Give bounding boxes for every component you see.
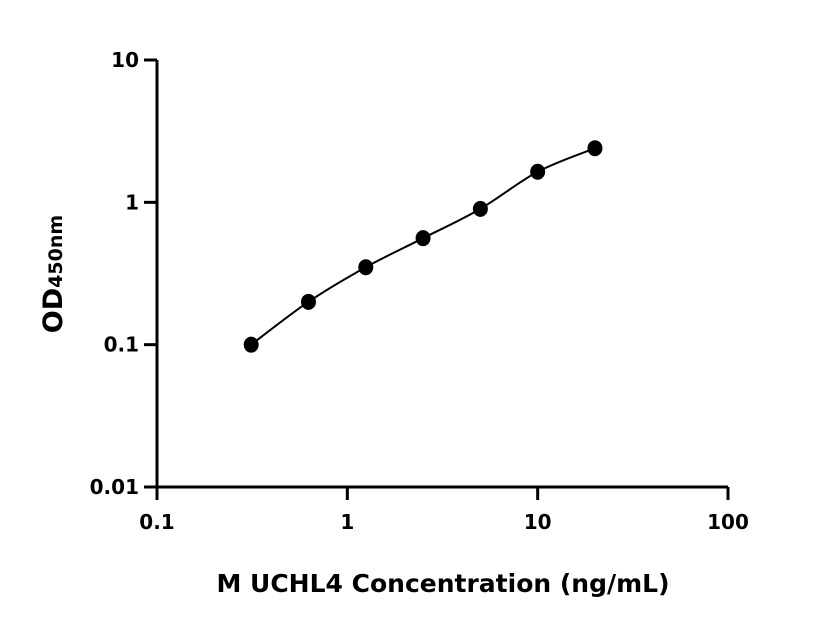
y-tick-label: 1 [125, 190, 139, 214]
y-axis-label-main: OD [38, 288, 69, 333]
data-point [587, 140, 603, 157]
x-tick-label: 100 [707, 510, 749, 534]
x-tick-label: 0.1 [139, 510, 174, 534]
data-point [358, 259, 374, 276]
data-point [243, 336, 259, 353]
x-tick-label: 1 [340, 510, 354, 534]
data-point [300, 293, 316, 310]
x-tick-label: 10 [524, 510, 552, 534]
y-tick-label: 10 [111, 48, 139, 72]
y-tick-label: 0.1 [104, 333, 139, 357]
x-axis-label: M UCHL4 Concentration (ng/mL) [216, 569, 669, 598]
y-axis-label-sub: 450nm [45, 215, 67, 288]
data-points [243, 140, 603, 353]
data-point [530, 163, 546, 180]
fit-curve [250, 147, 596, 346]
y-tick-label: 0.01 [90, 475, 139, 499]
data-point [472, 200, 488, 217]
y-axis-label: OD450nm [38, 215, 69, 333]
data-point [415, 230, 431, 247]
